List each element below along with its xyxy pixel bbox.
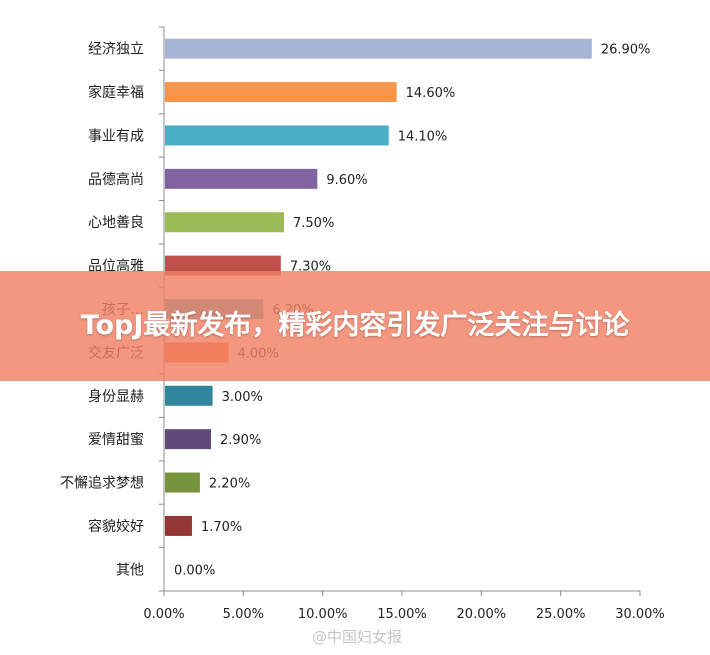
value-label: 7.30% xyxy=(290,260,331,275)
x-tick-label: 25.00% xyxy=(536,607,586,622)
value-label: 14.10% xyxy=(398,129,448,144)
value-label: 7.50% xyxy=(293,216,334,231)
x-tick-label: 30.00% xyxy=(615,607,665,622)
value-label: 9.60% xyxy=(326,173,367,188)
bar xyxy=(165,429,212,450)
value-label: 26.90% xyxy=(601,43,651,58)
category-label: 心地善良 xyxy=(88,215,144,231)
x-tick-label: 5.00% xyxy=(223,607,264,622)
bar xyxy=(165,168,318,189)
bar xyxy=(165,515,192,536)
bar xyxy=(165,472,200,493)
value-label: 0.00% xyxy=(174,563,215,578)
category-label: 身份显赫 xyxy=(88,389,144,405)
category-label: 品德高尚 xyxy=(88,171,144,188)
x-tick-label: 0.00% xyxy=(143,607,184,622)
headline-banner: TopJ最新发布，精彩内容引发广泛关注与讨论 xyxy=(0,271,710,381)
category-label: 经济独立 xyxy=(88,42,144,58)
category-label: 容貌姣好 xyxy=(88,518,144,535)
bar xyxy=(165,38,592,59)
category-label: 品位高雅 xyxy=(88,258,144,275)
value-label: 1.70% xyxy=(201,520,242,535)
category-label: 爱情甜蜜 xyxy=(88,432,144,448)
value-label: 14.60% xyxy=(406,86,456,101)
x-tick-label: 20.00% xyxy=(457,607,507,622)
category-label: 事业有成 xyxy=(88,128,144,144)
category-label: 家庭幸福 xyxy=(88,84,144,101)
watermark: @中国妇女报 xyxy=(312,628,403,646)
value-label: 3.00% xyxy=(222,390,263,405)
x-axis: 0.00% 5.00% 10.00% 15.00% 20.00% 25.00% 30.00% xyxy=(143,26,665,622)
x-tick-label: 10.00% xyxy=(298,607,348,622)
bar xyxy=(165,82,397,103)
banner-title: TopJ最新发布，精彩内容引发广泛关注与讨论 xyxy=(80,310,630,341)
bar xyxy=(165,385,213,406)
category-label: 不懈追求梦想 xyxy=(60,475,144,492)
value-label: 2.20% xyxy=(209,477,250,492)
bar xyxy=(165,212,284,233)
value-label: 2.90% xyxy=(220,433,261,448)
x-tick-label: 15.00% xyxy=(377,607,427,622)
category-label: 其他 xyxy=(116,562,144,578)
bar xyxy=(165,255,281,276)
bar xyxy=(165,125,389,146)
